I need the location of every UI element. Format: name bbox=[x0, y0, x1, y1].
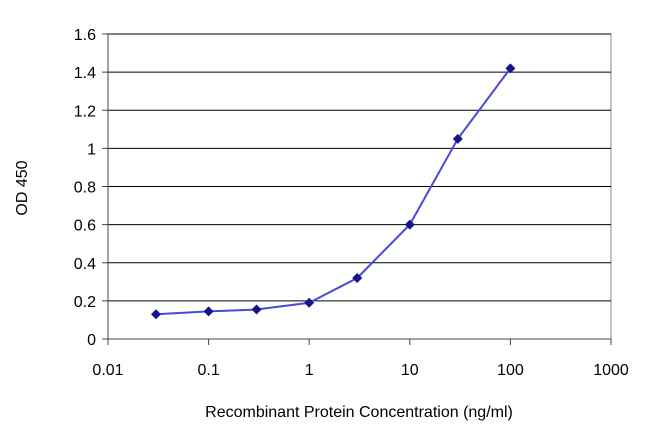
x-tick-label: 0.01 bbox=[92, 362, 123, 379]
y-tick-label: 1.6 bbox=[74, 27, 96, 44]
y-tick-label: 0 bbox=[87, 332, 96, 349]
data-point bbox=[505, 63, 516, 74]
x-tick-label: 0.1 bbox=[197, 362, 219, 379]
x-axis-ticks: 0.01 0.1 1 10 100 1000 bbox=[92, 339, 629, 379]
y-tick-label: 1.2 bbox=[74, 103, 96, 120]
y-axis-ticks: 0 0.2 0.4 0.6 0.8 1 1.2 1.4 1.6 bbox=[74, 27, 108, 349]
y-tick-label: 1 bbox=[87, 141, 96, 158]
series-layer bbox=[150, 63, 516, 320]
x-tick-label: 1000 bbox=[593, 362, 629, 379]
data-point bbox=[352, 273, 363, 283]
x-tick-label: 1 bbox=[305, 362, 314, 379]
data-point bbox=[452, 133, 463, 144]
y-tick-label: 0.6 bbox=[74, 218, 96, 235]
y-tick-label: 0.4 bbox=[74, 256, 96, 273]
data-point bbox=[304, 297, 315, 308]
x-axis-title: Recombinant Protein Concentration (ng/ml… bbox=[205, 404, 513, 421]
grid-lines bbox=[108, 33, 611, 302]
data-point bbox=[203, 306, 214, 317]
y-tick-label: 0.2 bbox=[74, 294, 96, 311]
data-point bbox=[150, 309, 161, 320]
y-axis-title: OD 450 bbox=[14, 160, 31, 215]
data-point bbox=[251, 304, 262, 315]
series-line bbox=[155, 67, 512, 316]
x-tick-label: 100 bbox=[497, 362, 524, 379]
data-point bbox=[404, 219, 415, 230]
y-tick-label: 0.8 bbox=[74, 180, 96, 197]
x-tick-label: 10 bbox=[401, 362, 419, 379]
y-tick-label: 1.4 bbox=[74, 65, 96, 82]
